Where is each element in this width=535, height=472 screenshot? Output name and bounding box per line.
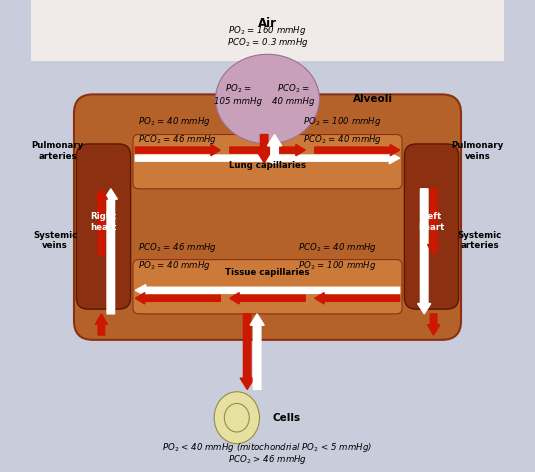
Text: Lung capillaries: Lung capillaries [229, 160, 306, 170]
Text: $\it{P}$O$_2$ = 100 mmHg: $\it{P}$O$_2$ = 100 mmHg [298, 259, 377, 272]
FancyBboxPatch shape [250, 104, 285, 135]
Text: Pulmonary
veins: Pulmonary veins [452, 141, 503, 161]
Ellipse shape [214, 392, 259, 444]
FancyArrow shape [250, 314, 264, 389]
Text: $\it{P}$O$_2$ = 40 mmHg: $\it{P}$O$_2$ = 40 mmHg [137, 115, 211, 128]
FancyArrow shape [95, 189, 108, 255]
FancyArrow shape [240, 314, 254, 389]
Text: Left
heart: Left heart [418, 212, 445, 232]
FancyArrow shape [135, 293, 220, 304]
Text: $\it{P}$O$_2$ < 40 mmHg (mitochondrial $\it{P}$O$_2$ < 5 mmHg): $\it{P}$O$_2$ < 40 mmHg (mitochondrial $… [163, 441, 372, 455]
FancyBboxPatch shape [133, 135, 402, 189]
FancyArrow shape [427, 189, 440, 255]
FancyArrow shape [418, 189, 431, 314]
Text: Tissue capillaries: Tissue capillaries [225, 268, 310, 278]
Text: $\it{P}$CO$_2$ =
40 mmHg: $\it{P}$CO$_2$ = 40 mmHg [272, 83, 315, 106]
Text: $\it{P}$CO$_2$ = 46 mmHg: $\it{P}$CO$_2$ = 46 mmHg [137, 241, 217, 254]
FancyArrow shape [268, 135, 281, 163]
FancyArrow shape [135, 144, 220, 156]
Text: $\it{P}$CO$_2$ = 40 mmHg: $\it{P}$CO$_2$ = 40 mmHg [303, 133, 382, 146]
Text: Alveoli: Alveoli [353, 94, 393, 104]
Bar [32, 0, 503, 61]
Text: $\it{P}$CO$_2$ = 0.3 mmHg: $\it{P}$CO$_2$ = 0.3 mmHg [227, 36, 308, 49]
Bar [32, 61, 503, 472]
FancyBboxPatch shape [133, 260, 402, 314]
FancyArrow shape [135, 152, 400, 164]
FancyBboxPatch shape [74, 94, 461, 340]
Text: Systemic
arteries: Systemic arteries [458, 231, 502, 251]
FancyArrow shape [315, 293, 400, 304]
Text: $\it{P}$CO$_2$ > 46 mmHg: $\it{P}$CO$_2$ > 46 mmHg [228, 453, 307, 466]
FancyArrow shape [95, 314, 108, 335]
Text: Air: Air [258, 17, 277, 30]
FancyBboxPatch shape [404, 144, 458, 309]
Text: $\it{P}$O$_2$ = 40 mmHg: $\it{P}$O$_2$ = 40 mmHg [137, 259, 211, 272]
Text: $\it{P}$O$_2$ = 100 mmHg: $\it{P}$O$_2$ = 100 mmHg [303, 115, 381, 128]
Text: Cells: Cells [272, 413, 300, 423]
Text: Systemic
veins: Systemic veins [33, 231, 77, 251]
FancyArrow shape [257, 135, 271, 163]
FancyArrow shape [104, 189, 117, 314]
Text: $\it{P}$O$_2$ =
105 mmHg: $\it{P}$O$_2$ = 105 mmHg [214, 83, 262, 106]
Text: $\it{P}$CO$_2$ = 40 mmHg: $\it{P}$CO$_2$ = 40 mmHg [298, 241, 377, 254]
Ellipse shape [216, 54, 319, 144]
FancyArrow shape [427, 314, 440, 335]
FancyArrow shape [230, 144, 305, 156]
FancyBboxPatch shape [77, 144, 131, 309]
Text: Pulmonary
arteries: Pulmonary arteries [32, 141, 83, 161]
FancyArrow shape [315, 144, 400, 156]
FancyArrow shape [230, 293, 305, 304]
Text: $\it{P}$O$_2$ = 160 mmHg: $\it{P}$O$_2$ = 160 mmHg [228, 24, 307, 37]
FancyArrow shape [135, 285, 400, 296]
Text: Right
heart: Right heart [90, 212, 117, 232]
Text: $\it{P}$CO$_2$ = 46 mmHg: $\it{P}$CO$_2$ = 46 mmHg [137, 133, 217, 146]
